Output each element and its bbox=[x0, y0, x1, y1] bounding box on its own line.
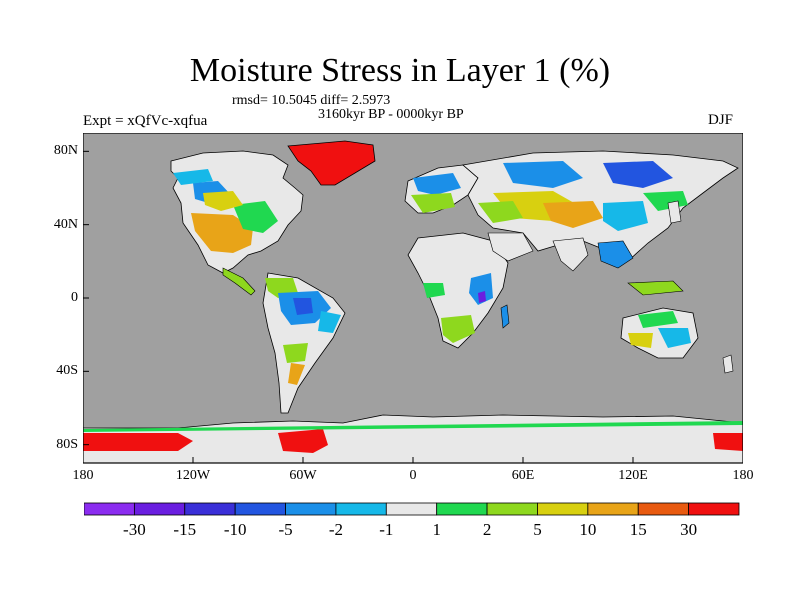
southeast-asia bbox=[597, 240, 634, 269]
japan bbox=[667, 200, 682, 224]
na-mid-yellow bbox=[203, 191, 243, 211]
stats-text: rmsd= 10.5045 diff= 2.5973 bbox=[232, 93, 391, 108]
colorbar-swatch bbox=[234, 502, 286, 516]
india bbox=[552, 237, 589, 272]
colorbar-label: -30 bbox=[123, 520, 146, 539]
colorbar-swatch bbox=[335, 502, 387, 516]
greenland bbox=[287, 140, 376, 186]
world-map bbox=[83, 133, 743, 464]
colorbar-label: 5 bbox=[533, 520, 542, 539]
colorbar-label: 2 bbox=[483, 520, 492, 539]
asia-central-orange bbox=[543, 201, 603, 228]
antarctica-red-west bbox=[83, 433, 193, 451]
arabia bbox=[487, 232, 534, 262]
sa-south-green bbox=[283, 343, 308, 363]
antarctica-edge-green bbox=[83, 421, 743, 432]
sa-amazon-darkblue bbox=[293, 298, 313, 315]
indonesia bbox=[627, 280, 684, 296]
lon-tick-label: 60W bbox=[289, 468, 317, 483]
africa-south-green bbox=[441, 315, 475, 343]
colorbar-swatch bbox=[385, 502, 438, 516]
colorbar-swatch bbox=[84, 502, 135, 516]
central-america bbox=[222, 267, 256, 296]
lat-tick-label: 40S bbox=[56, 363, 78, 379]
lon-tick-label: 180 bbox=[72, 468, 94, 483]
lat-tick-label: 40N bbox=[53, 216, 78, 232]
asia-green bbox=[478, 201, 523, 223]
colorbar-label: -1 bbox=[379, 520, 393, 539]
colorbar-swatch bbox=[537, 502, 589, 516]
sa-south-orange bbox=[288, 363, 305, 385]
australia-yellow bbox=[628, 333, 653, 348]
lon-tick-label: 120W bbox=[175, 468, 211, 483]
africa-east-blue bbox=[469, 273, 493, 305]
antarctica-red-east bbox=[713, 433, 743, 451]
colorbar-label: 30 bbox=[680, 520, 697, 539]
na-east-region bbox=[233, 201, 278, 233]
lon-tick-label: 180 bbox=[732, 468, 754, 483]
lat-tick-label: 80N bbox=[53, 143, 78, 159]
colorbar-swatch bbox=[184, 502, 236, 516]
colorbar-swatch bbox=[587, 502, 639, 516]
period-text: 3160kyr BP - 0000kyr BP bbox=[318, 107, 464, 122]
colorbar-swatch bbox=[637, 502, 690, 516]
africa-west-green bbox=[423, 283, 445, 298]
australia-green-north bbox=[638, 311, 678, 328]
africa-east-purple bbox=[478, 291, 486, 303]
colorbar-label: 1 bbox=[432, 520, 441, 539]
map-title: Moisture Stress in Layer 1 (%) bbox=[189, 52, 611, 89]
colorbar-label: -15 bbox=[173, 520, 196, 539]
experiment-label: Expt = xQfVc-xqfua bbox=[83, 113, 208, 129]
season-label: DJF bbox=[708, 112, 734, 128]
colorbar-swatch bbox=[486, 502, 538, 516]
latitude-ticks bbox=[83, 150, 89, 446]
sa-east-teal bbox=[318, 311, 341, 333]
colorbar-swatch bbox=[285, 502, 337, 516]
land-layer bbox=[83, 140, 743, 464]
asia-teal-east bbox=[603, 201, 648, 231]
na-south-region bbox=[191, 213, 253, 253]
colorbar-swatch bbox=[436, 502, 488, 516]
lon-tick-label: 60E bbox=[511, 468, 535, 483]
new-zealand bbox=[722, 354, 734, 374]
lat-tick-label: 0 bbox=[71, 290, 78, 305]
lon-tick-label: 120E bbox=[618, 468, 648, 483]
europe-green bbox=[411, 193, 455, 213]
madagascar bbox=[500, 304, 510, 329]
europe-blue bbox=[413, 173, 461, 195]
colorbar-label: -5 bbox=[278, 520, 292, 539]
longitude-ticks bbox=[83, 457, 743, 463]
asia-darkblue-east bbox=[603, 161, 673, 188]
colorbar-label: -10 bbox=[224, 520, 247, 539]
asia-blue-north bbox=[503, 161, 583, 188]
colorbar-swatch bbox=[133, 502, 186, 516]
lat-tick-label: 80S bbox=[56, 436, 78, 452]
na-north-teal bbox=[173, 169, 213, 185]
colorbar-label: 15 bbox=[630, 520, 647, 539]
colorbar-label: 10 bbox=[579, 520, 596, 539]
colorbar-label: -2 bbox=[329, 520, 343, 539]
colorbar-swatch bbox=[688, 502, 740, 516]
antarctica-red-peninsula bbox=[278, 429, 328, 453]
australia-teal bbox=[658, 328, 691, 348]
colorbar: -30 -15 -10 -5 -2 -1 1 2 5 10 15 30 bbox=[84, 502, 740, 539]
lon-tick-label: 0 bbox=[409, 468, 417, 483]
